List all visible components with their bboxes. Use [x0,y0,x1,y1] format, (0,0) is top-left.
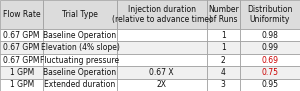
Bar [207,54,240,66]
Bar [0,0,43,29]
Bar [43,79,117,91]
Bar [0,54,43,66]
Text: 2: 2 [221,56,226,65]
Bar [117,0,207,29]
Bar [0,29,43,41]
Text: Distribution
Uniformity: Distribution Uniformity [247,5,293,24]
Text: 0.98: 0.98 [262,31,278,40]
Text: 0.69: 0.69 [262,56,278,65]
Text: 1 GPM: 1 GPM [10,80,34,89]
Text: 4: 4 [221,68,226,77]
Text: 1: 1 [221,43,226,52]
Bar [240,66,300,79]
Bar [207,66,240,79]
Bar [43,29,117,41]
Text: 0.75: 0.75 [262,68,278,77]
Text: 0.67 GPM: 0.67 GPM [3,43,40,52]
Bar [207,0,240,29]
Text: Injection duration
(relative to advance time): Injection duration (relative to advance … [112,5,212,24]
Bar [240,29,300,41]
Bar [207,29,240,41]
Bar [240,41,300,54]
Bar [0,41,43,54]
Text: 0.67 GPM: 0.67 GPM [3,31,40,40]
Bar [0,79,43,91]
Text: 3: 3 [221,80,226,89]
Text: Elevation (4% slope): Elevation (4% slope) [40,43,119,52]
Text: 0.67 GPM: 0.67 GPM [3,56,40,65]
Text: Baseline Operation: Baseline Operation [44,31,117,40]
Text: 1 GPM: 1 GPM [10,68,34,77]
Bar [117,29,207,41]
Bar [117,54,207,66]
Text: Fluctuating pressure: Fluctuating pressure [40,56,120,65]
Bar [240,79,300,91]
Bar [43,41,117,54]
Bar [117,79,207,91]
Bar [207,41,240,54]
Bar [117,41,207,54]
Text: Baseline Operation: Baseline Operation [44,68,117,77]
Bar [43,0,117,29]
Bar [117,66,207,79]
Text: Extended duration: Extended duration [44,80,116,89]
Text: Flow Rate: Flow Rate [3,10,40,19]
Text: 0.99: 0.99 [262,43,278,52]
Text: Trial Type: Trial Type [62,10,98,19]
Text: 2X: 2X [157,80,167,89]
Text: 0.95: 0.95 [262,80,278,89]
Bar [240,54,300,66]
Bar [43,66,117,79]
Text: 0.67 X: 0.67 X [149,68,174,77]
Bar [207,79,240,91]
Text: 1: 1 [221,31,226,40]
Bar [43,54,117,66]
Text: Number
of Runs: Number of Runs [208,5,239,24]
Bar [0,66,43,79]
Bar [240,0,300,29]
